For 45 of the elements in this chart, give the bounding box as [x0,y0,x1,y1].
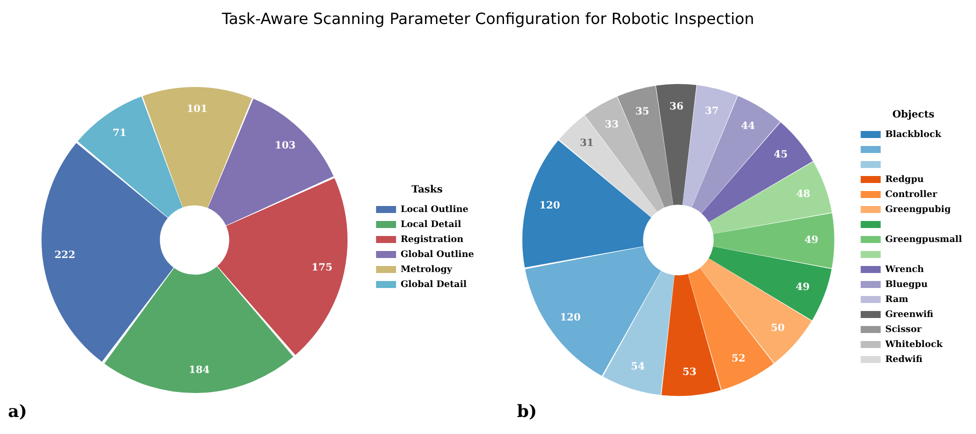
legend-label: Registration [400,234,464,245]
legend-label: Blackblock [885,130,942,140]
legend-label: Scissor [885,324,922,335]
legend-label: Greengpubig [885,204,952,215]
data-label: 184 [188,365,210,376]
data-label: 175 [312,262,332,274]
legend-label: Bluegpu [885,280,928,290]
legend-label: Local Detail [400,220,462,230]
legend-label: Redgpu [885,174,924,185]
data-label: 50 [770,323,785,334]
data-label: 101 [186,104,208,116]
chart-title: Task-Aware Scanning Parameter Configuration for Robotic Inspection [220,10,756,28]
data-label: 35 [635,106,650,118]
legend-label: Greenwifi [885,310,934,320]
data-label: 71 [112,128,127,139]
legend-title: Tasks [411,184,443,196]
legend-label: Greengpusmall [885,234,963,245]
legend-label: Global Detail [400,280,468,290]
data-label: 53 [682,367,696,378]
data-label: 48 [796,188,810,200]
data-label: 31 [580,138,594,150]
data-label: 120 [560,312,581,324]
data-label: 222 [54,250,76,261]
data-label: 44 [741,121,756,132]
data-label: 120 [539,200,560,212]
data-label: 52 [732,353,746,364]
data-label: 49 [804,235,818,246]
text: a) [8,402,28,422]
legend-label: Metrology [400,264,453,275]
legend-label: Redwifi [885,354,923,365]
data-label: 49 [796,282,810,293]
legend-label: Wrench [884,264,924,275]
data-label: 45 [774,150,788,161]
legend-label: Whiteblock [884,340,944,350]
data-label: 103 [274,140,296,152]
legend-label: Controller [885,190,938,200]
data-label: 33 [604,119,619,130]
data-label: 54 [630,361,645,372]
text: b) [517,402,537,422]
data-label: 36 [670,102,684,113]
legend-label: Global Outline [400,250,474,260]
data-label: 37 [704,106,719,117]
legend-label: Ram [885,294,909,305]
legend-title: Objects [892,110,935,121]
legend-label: Local Outline [400,204,469,215]
